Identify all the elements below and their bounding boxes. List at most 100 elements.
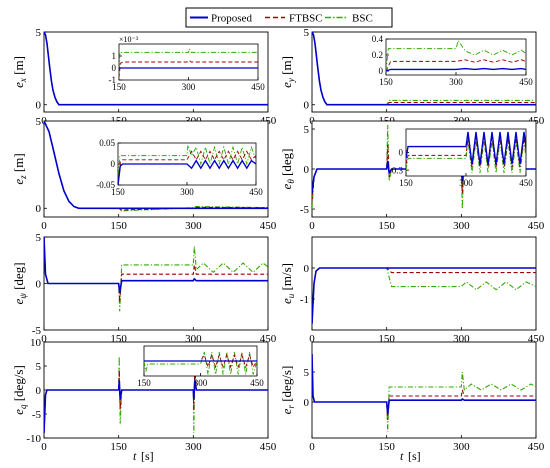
panel-er-y-tick-label: 0 <box>304 397 310 409</box>
panel-ey-inset-y-tick-label: 0.2 <box>372 50 383 60</box>
panel-etheta-x-tick-label: 150 <box>378 220 395 232</box>
panel-er-x-tick-label: 150 <box>378 441 395 453</box>
panel-ez-y-tick-label: 0 <box>36 203 42 215</box>
legend-label-proposed: Proposed <box>211 13 252 25</box>
legend: Proposed FTBSC BSC <box>185 7 393 28</box>
panel-ez-y-tick-label: 5 <box>36 116 42 128</box>
panel-ex-inset-x-tick-label: 450 <box>251 82 265 92</box>
panel-eq-inset: 150 300 450 <box>137 345 264 388</box>
panel-ex-y-axis-label: ex [m] <box>11 56 28 88</box>
panel-eq-y-tick-label: -10 <box>26 433 41 445</box>
panel-etheta-inset-series-group <box>406 131 526 174</box>
panel-eq-y-tick-label: -5 <box>32 409 42 421</box>
panel-eu-series-group <box>312 267 536 324</box>
panel-ez-x-tick-label: 450 <box>260 220 277 232</box>
panel-eu-y-tick-label: 0 <box>304 263 310 275</box>
panel-epsi-x-tick-label: 0 <box>41 333 47 345</box>
panel-ez-inset: 150 300 450 -0.05 0 0.05 <box>96 138 263 197</box>
panel-er-x-tick-label: 0 <box>309 441 315 453</box>
legend-label-bsc: BSC <box>352 13 373 25</box>
panel-er: 0 150 300 450 0 5 er [deg/s] <box>279 341 545 453</box>
panel-ey-y-tick-label: 5 <box>304 27 310 39</box>
panel-eq-inset-x-tick-label: 450 <box>250 378 264 388</box>
panel-eq-inset-series-group <box>144 351 257 375</box>
panel-er-y-axis-label: er [deg/s] <box>279 366 296 415</box>
panel-er-x-tick-label: 450 <box>528 441 545 453</box>
panel-ez-x-tick-label: 0 <box>41 220 47 232</box>
panel-ey-inset-series-proposed-line <box>386 67 526 72</box>
panel-eq-y-tick-label: 10 <box>30 337 42 349</box>
panel-etheta-y-tick-label: 0 <box>304 164 310 176</box>
panel-ey-inset: 150 300 450 0 0.2 0.4 <box>372 34 534 87</box>
panel-er-series-bsc-line <box>312 353 536 433</box>
panel-er-frame <box>311 341 537 439</box>
panel-ez-inset-series-proposed-line <box>118 159 256 185</box>
panel-epsi-y-axis-label: eψ [deg] <box>11 262 28 304</box>
panel-er-y-tick-label: 5 <box>304 367 310 379</box>
x-axis-title-unit-right: [s] <box>408 449 421 463</box>
panel-ex-inset-series-bsc-line <box>119 47 258 79</box>
panel-ex-inset-series-group <box>119 47 258 79</box>
panel-eq-x-tick-label: 300 <box>185 441 202 453</box>
panel-epsi-y-tick-label: -5 <box>32 325 42 337</box>
panel-ey-series-group <box>312 32 536 106</box>
panel-ez-inset-series-group <box>118 144 256 185</box>
panel-ex-inset-y-tick-label: 0 <box>112 63 117 73</box>
panel-ex-inset-multiplier: ×10⁻³ <box>119 35 139 44</box>
panel-ex-y-tick-label: 5 <box>36 27 42 39</box>
panel-ey-inset-series-bsc-line <box>386 39 526 72</box>
panel-etheta-y-tick-label: -5 <box>300 204 310 216</box>
panel-ex: 0 150 300 450 0 5 ex [m] 150 300 450 -1 0 1×10⁻³ <box>11 27 277 127</box>
panel-eq-x-tick-label: 0 <box>41 441 47 453</box>
panel-ex-inset-x-tick-label: 300 <box>182 82 196 92</box>
panel-eq-y-axis-label: eq [deg/s] <box>11 365 28 415</box>
panel-er-x-tick-label: 300 <box>453 441 470 453</box>
panel-ey-inset-x-tick-label: 450 <box>519 77 533 87</box>
panel-etheta-x-tick-label: 450 <box>528 220 545 232</box>
panel-epsi-y-tick-label: 0 <box>36 278 42 290</box>
panel-ey-inset-y-tick-label: 0.4 <box>372 34 384 44</box>
panel-ez-x-tick-label: 300 <box>185 220 202 232</box>
panel-etheta-x-tick-label: 0 <box>309 220 315 232</box>
panel-eq-y-tick-label: 0 <box>36 385 42 397</box>
panel-ez-y-axis-label: ez [m] <box>11 153 28 184</box>
panel-etheta-inset: 150 300 450 -0.3 0 <box>389 128 533 188</box>
panel-ex-inset-series-ftbsc-line <box>119 60 258 78</box>
panel-eu-y-axis-label: eu [m/s] <box>279 263 296 304</box>
panel-eu-series-proposed-line <box>312 267 536 324</box>
panel-etheta-x-tick-label: 300 <box>453 220 470 232</box>
panel-etheta-inset-y-tick-label: -0.3 <box>389 165 404 175</box>
panel-ez-series-group <box>44 121 268 212</box>
panel-ez-inset-x-tick-label: 450 <box>249 187 263 197</box>
panel-etheta-inset-series-ftbsc-line <box>406 137 526 168</box>
panels: 015030045005ex [m]150300450-101×10⁻³0150… <box>11 27 545 453</box>
panel-ey-inset-series-group <box>386 39 526 72</box>
panel-eq-inset-x-tick-label: 150 <box>137 378 151 388</box>
panel-ey-inset-y-tick-label: 0 <box>379 66 384 76</box>
panel-eq-inset-series-bsc-line <box>144 351 257 375</box>
panel-etheta-inset-series-proposed-line <box>406 131 526 165</box>
panel-ez-inset-x-tick-label: 150 <box>111 187 125 197</box>
panel-etheta-inset-x-tick-label: 450 <box>519 178 533 188</box>
panel-ey-inset-series-ftbsc-line <box>386 59 526 72</box>
x-axis-title-unit-left: [s] <box>141 449 154 463</box>
panel-ez-inset-y-tick-label: 0.05 <box>99 138 115 148</box>
panel-er-series-group <box>312 353 536 433</box>
x-axis-title: t [s] t [s] <box>133 449 421 463</box>
panel-eu-frame <box>311 236 537 331</box>
panel-epsi-series-group <box>44 237 268 312</box>
panel-er-series-proposed-line <box>312 353 536 415</box>
panel-ez-series-proposed-line <box>44 121 268 210</box>
panel-eq-inset-x-tick-label: 300 <box>194 378 208 388</box>
panel-etheta-inset-x-tick-label: 150 <box>399 178 413 188</box>
panel-ex-inset-x-tick-label: 150 <box>112 82 126 92</box>
panel-ey-y-tick-label: 0 <box>304 100 310 112</box>
panel-eq-x-tick-label: 450 <box>260 441 277 453</box>
panel-eu-x-tick-label: 0 <box>309 333 315 345</box>
panel-etheta-inset-y-tick-label: 0 <box>399 148 404 158</box>
panel-ez-inset-series-bsc-line <box>118 144 256 185</box>
panel-ex-y-tick-label: 0 <box>36 100 42 112</box>
